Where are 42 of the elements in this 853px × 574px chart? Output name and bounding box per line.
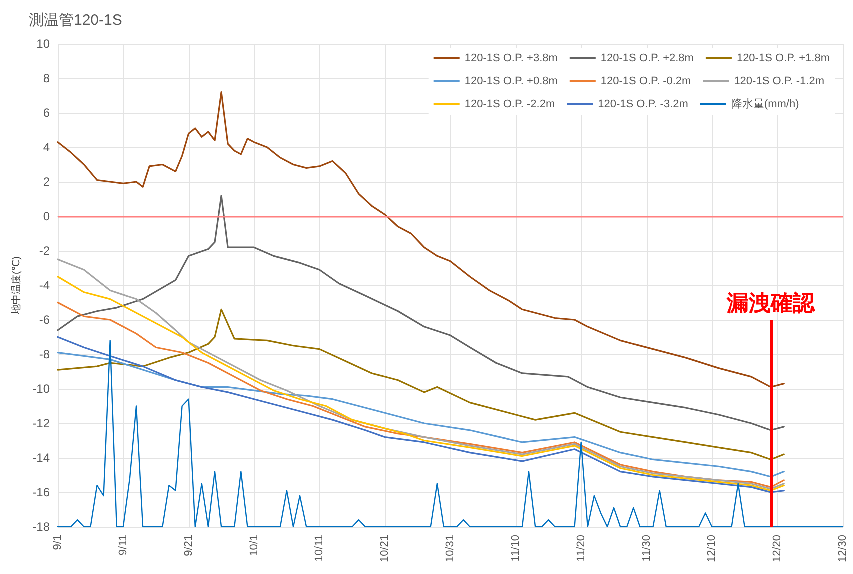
- y-tick-label: -12: [32, 416, 50, 430]
- y-tick-label: 6: [43, 106, 50, 120]
- annotation: 漏洩確認: [726, 290, 816, 316]
- y-tick-label: -8: [39, 348, 50, 362]
- y-tick-label: 10: [36, 37, 50, 51]
- legend-label: 120-1S O.P. -3.2m: [598, 98, 688, 110]
- y-tick-label: -18: [32, 520, 50, 534]
- x-tick-label: 11/10: [510, 535, 522, 562]
- x-tick-label: 12/10: [706, 535, 718, 563]
- legend-label: 120-1S O.P. +0.8m: [464, 76, 558, 88]
- y-tick-label: -2: [39, 244, 50, 258]
- legend-label: 120-1S O.P. +3.8m: [464, 52, 558, 64]
- y-axis-title: 地中温度(℃): [10, 256, 22, 316]
- y-tick-label: -10: [32, 382, 50, 396]
- y-tick-label: 0: [43, 210, 50, 224]
- x-tick-label: 9/11: [117, 535, 130, 556]
- legend-label: 120-1S O.P. +1.8m: [736, 52, 830, 64]
- y-tick-label: -14: [32, 451, 50, 465]
- y-tick-label: 8: [43, 72, 50, 86]
- y-tick-label: -16: [32, 486, 50, 500]
- line-series: [57, 336, 785, 494]
- legend-label: 降水量(mm/h): [731, 98, 800, 110]
- legend-label: 120-1S O.P. -1.2m: [734, 76, 824, 88]
- x-tick-label: 12/30: [837, 535, 849, 563]
- x-tick-label: 9/1: [52, 535, 64, 550]
- x-tick-label: 12/20: [772, 535, 784, 563]
- y-tick-label: -4: [39, 278, 50, 292]
- x-tick-label: 10/11: [314, 535, 326, 562]
- line-series: [57, 352, 785, 478]
- chart-title: 測温管120-1S: [29, 12, 122, 29]
- x-tick-label: 10/31: [444, 535, 456, 563]
- x-tick-label: 9/21: [182, 535, 195, 556]
- y-tick-label: 4: [43, 140, 50, 154]
- x-tick-label: 10/1: [248, 535, 260, 556]
- y-tick-label: 2: [43, 175, 50, 189]
- x-tick-label: 11/30: [640, 535, 653, 562]
- legend-label: 120-1S O.P. -0.2m: [600, 76, 692, 88]
- x-tick-label: 10/21: [379, 535, 392, 563]
- y-tick-label: -6: [39, 313, 50, 327]
- x-tick-label: 11/20: [575, 535, 588, 562]
- legend-label: 120-1S O.P. -2.2m: [464, 98, 556, 110]
- legend-label: 120-1S O.P. +2.8m: [600, 52, 694, 64]
